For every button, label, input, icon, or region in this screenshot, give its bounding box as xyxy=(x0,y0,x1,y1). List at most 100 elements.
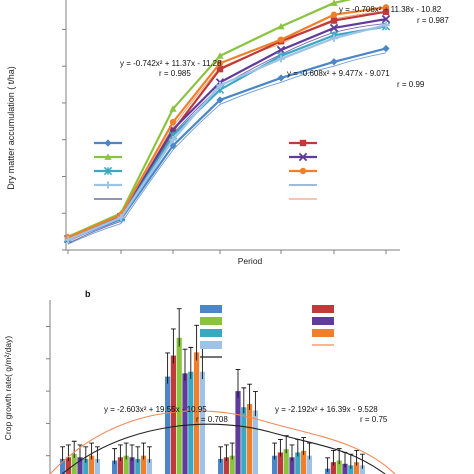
error-bar-b xyxy=(253,391,258,417)
data-point-a xyxy=(169,105,177,112)
bar-b xyxy=(283,449,289,474)
equation-a-1: y = -0.742x² + 11.37x - 11.28 xyxy=(120,59,222,68)
legend-swatch-b xyxy=(200,341,222,349)
fit-curve-a-fit-t4 xyxy=(67,23,387,244)
bar-b xyxy=(129,457,135,474)
y-axis-label-a: Dry matter accumulation ( t/ha) xyxy=(6,66,16,190)
data-point-a xyxy=(216,65,224,73)
error-bar-b xyxy=(66,444,71,462)
legend-a xyxy=(94,139,317,200)
legend-swatch-b xyxy=(200,317,222,325)
bar-b xyxy=(165,376,171,474)
bar-b xyxy=(289,457,295,474)
error-bar-b xyxy=(141,442,146,460)
legend-marker-a xyxy=(299,139,307,147)
equation-a-3: y = -0.608x² + 9.477x - 9.071 xyxy=(287,69,390,78)
data-point-a xyxy=(64,236,72,244)
legend-swatch-b xyxy=(312,329,334,337)
data-point-a xyxy=(330,58,338,66)
data-point-a xyxy=(277,55,285,63)
data-point-a xyxy=(329,23,339,33)
panel-b-label: b xyxy=(85,289,91,299)
bar-b xyxy=(272,455,278,474)
error-bar-b xyxy=(336,448,342,465)
r-value-b-2: r = 0.75 xyxy=(360,415,388,424)
bar-b xyxy=(348,465,354,474)
data-point-a xyxy=(216,52,224,59)
bar-b xyxy=(301,450,307,474)
data-point-a xyxy=(381,14,391,24)
bar-b xyxy=(229,455,235,474)
data-point-a xyxy=(382,44,390,53)
error-bar-b xyxy=(331,450,336,466)
error-bar-b xyxy=(188,346,194,380)
error-bar-b xyxy=(241,387,247,414)
data-point-a xyxy=(330,17,338,24)
y-axis-label-b: Crop growth rate( g/m²/day) xyxy=(3,336,13,441)
error-bar-b xyxy=(176,308,182,347)
error-bar-b xyxy=(95,446,100,463)
error-bar-b xyxy=(129,444,135,462)
bar-b xyxy=(188,371,194,474)
bar-b xyxy=(135,458,141,474)
bar-b xyxy=(117,457,123,474)
legend-swatch-b xyxy=(200,305,222,313)
error-bar-b xyxy=(83,446,89,463)
legend-marker-a xyxy=(104,153,112,160)
series-line-a xyxy=(67,6,387,239)
bar-b xyxy=(176,337,182,474)
bar-b xyxy=(194,352,200,474)
data-point-a xyxy=(169,118,177,126)
equation-b-1: y = -2.603x² + 19.55x - 10.95 xyxy=(104,405,207,414)
bar-b xyxy=(241,407,247,474)
data-point-a xyxy=(216,60,224,67)
data-point-a xyxy=(216,96,224,104)
dry-matter-chart: Dry matter accumulation ( t/ha) Period y… xyxy=(6,0,449,266)
bar-b xyxy=(199,371,205,474)
x-axis-label-a: Period xyxy=(238,256,263,266)
bar-b xyxy=(342,463,348,474)
error-bar-b xyxy=(182,348,188,381)
bar-b xyxy=(77,457,83,474)
data-point-a xyxy=(277,74,285,82)
data-point-a xyxy=(276,45,286,55)
error-bar-b xyxy=(135,446,141,463)
bar-b xyxy=(170,355,176,474)
bar-b xyxy=(354,462,360,474)
series-line-a xyxy=(67,25,387,240)
fit-curve-a-fit-t6 xyxy=(67,11,387,243)
legend-b xyxy=(200,305,334,358)
error-bar-b xyxy=(325,457,330,472)
bar-b xyxy=(336,460,342,474)
legend-swatch-b xyxy=(312,305,334,313)
legend-marker-a xyxy=(298,152,308,162)
error-bar-b xyxy=(71,440,77,458)
bar-b xyxy=(83,458,89,474)
r-value-b-1: r = 0.708 xyxy=(196,415,228,424)
fit-curve-b-t6 xyxy=(49,410,396,474)
error-bar-b xyxy=(112,448,117,465)
r-value-a-3: r = 0.99 xyxy=(397,80,425,89)
fit-curve-a-fit-t1 xyxy=(67,52,387,245)
bar-b xyxy=(235,391,241,474)
bar-b xyxy=(218,458,224,474)
equation-a-2: y = -0.708x² + 11.38x - 10.82 xyxy=(339,5,442,14)
r-value-a-2: r = 0.987 xyxy=(417,16,449,25)
bar-b xyxy=(65,457,71,474)
bar-b xyxy=(330,462,336,474)
data-point-a xyxy=(117,214,125,222)
fit-curve-b-t1 xyxy=(61,423,386,474)
bar-b xyxy=(277,452,283,474)
series-line-a xyxy=(67,10,387,240)
bar-b xyxy=(123,455,129,474)
error-bar-b xyxy=(218,446,223,463)
legend-swatch-b xyxy=(200,329,222,337)
crop-growth-rate-chart: b Crop growth rate( g/m²/day) y = -2.603… xyxy=(3,289,396,474)
bar-b xyxy=(146,458,152,474)
data-point-a xyxy=(330,11,338,18)
error-bar-b xyxy=(278,438,283,457)
series-line-a xyxy=(67,23,387,241)
bar-b xyxy=(306,455,312,474)
r-value-a-1: r = 0.985 xyxy=(159,69,191,78)
error-bar-b xyxy=(123,442,129,460)
